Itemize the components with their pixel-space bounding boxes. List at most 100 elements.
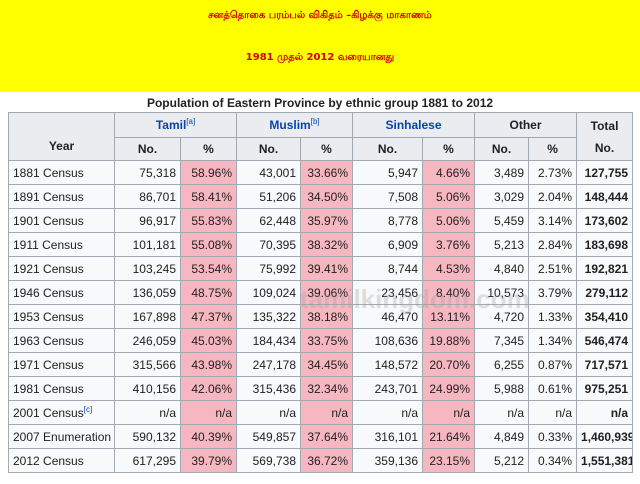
header-muslim[interactable]: Muslim[b]: [236, 112, 354, 138]
cell-sinhalese-pct: 13.11%: [422, 304, 476, 329]
cell-year-label: 1981 Census: [13, 381, 84, 396]
cell-other-no: 6,255: [474, 352, 530, 377]
cell-year-label: 1971 Census: [13, 357, 84, 372]
cell-tamil-pct: 45.03%: [179, 328, 238, 353]
cell-sinhalese-pct: 4.53%: [422, 256, 476, 281]
cell-year: 1901 Census: [8, 208, 115, 233]
cell-tamil-pct: 53.54%: [179, 256, 238, 281]
cell-sinhalese-no: 7,508: [352, 184, 424, 209]
cell-other-pct: 2.04%: [528, 184, 578, 209]
cell-other-no: 4,840: [474, 256, 530, 281]
cell-sinhalese-no: 5,947: [352, 160, 424, 185]
header-sinhalese[interactable]: Sinhalese: [352, 112, 476, 138]
cell-year: 1963 Census: [8, 328, 115, 353]
cell-tamil-no: 96,917: [114, 208, 181, 233]
header-row-groups: Year Tamil[a] Muslim[b] Sinhalese Other …: [8, 112, 634, 161]
cell-year: 2007 Enumeration: [8, 424, 115, 449]
footnote-c-link[interactable]: [c]: [83, 404, 93, 414]
cell-tamil-no: 103,245: [114, 256, 181, 281]
population-table: Year Tamil[a] Muslim[b] Sinhalese Other …: [8, 112, 634, 473]
cell-sinhalese-pct: 8.40%: [422, 280, 476, 305]
table-row: 1901 Census 96,917 55.83% 62,448 35.97% 8,778…: [8, 208, 634, 233]
cell-muslim-no: 70,395: [236, 232, 302, 257]
cell-muslim-pct: 33.66%: [300, 160, 354, 185]
cell-other-pct: 1.34%: [528, 328, 578, 353]
table-row: 2012 Census 617,295 39.79% 569,738 36.72% 359…: [8, 448, 634, 473]
cell-tamil-no: 590,132: [114, 424, 181, 449]
table-row: 1953 Census 167,898 47.37% 135,322 38.18% 46,…: [8, 304, 634, 329]
cell-year-label: 1901 Census: [13, 213, 84, 228]
header-sinhalese-no: No.: [352, 137, 424, 161]
cell-year: 2012 Census: [8, 448, 115, 473]
cell-sinhalese-no: 359,136: [352, 448, 424, 473]
cell-tamil-pct: 40.39%: [179, 424, 238, 449]
cell-year-label: 2012 Census: [13, 453, 84, 468]
cell-tamil-no: 86,701: [114, 184, 181, 209]
cell-tamil-no: 101,181: [114, 232, 181, 257]
cell-sinhalese-no: 148,572: [352, 352, 424, 377]
cell-sinhalese-no: 46,470: [352, 304, 424, 329]
cell-total: 546,474: [576, 328, 634, 353]
cell-muslim-pct: 33.75%: [300, 328, 354, 353]
cell-muslim-no: 184,434: [236, 328, 302, 353]
header-row-subcolumns: No. % No. % No. % No. %: [9, 137, 633, 161]
cell-sinhalese-no: n/a: [352, 400, 424, 425]
cell-other-pct: 0.34%: [528, 448, 578, 473]
header-total: Total No.: [576, 112, 634, 161]
cell-tamil-pct: n/a: [179, 400, 238, 425]
cell-sinhalese-no: 23,456: [352, 280, 424, 305]
cell-muslim-pct: 34.45%: [300, 352, 354, 377]
table-caption: Population of Eastern Province by ethnic…: [146, 96, 494, 110]
cell-total: 975,251: [576, 376, 634, 401]
cell-total: 717,571: [576, 352, 634, 377]
cell-tamil-no: n/a: [114, 400, 181, 425]
cell-other-no: 10,573: [474, 280, 530, 305]
footnote-a-link[interactable]: [a]: [186, 117, 196, 126]
cell-year: 1921 Census: [8, 256, 115, 281]
cell-tamil-pct: 42.06%: [179, 376, 238, 401]
cell-sinhalese-no: 316,101: [352, 424, 424, 449]
table-row: 1971 Census 315,566 43.98% 247,178 34.45% 148…: [8, 352, 634, 377]
cell-muslim-pct: 39.06%: [300, 280, 354, 305]
header-muslim-label[interactable]: Muslim: [269, 118, 311, 132]
cell-sinhalese-pct: 5.06%: [422, 208, 476, 233]
cell-muslim-pct: 32.34%: [300, 376, 354, 401]
cell-other-pct: 1.33%: [528, 304, 578, 329]
cell-year-label: 1921 Census: [13, 261, 84, 276]
cell-other-no: 5,459: [474, 208, 530, 233]
footnote-b-link[interactable]: [b]: [310, 117, 320, 126]
cell-other-pct: 2.51%: [528, 256, 578, 281]
cell-sinhalese-pct: 24.99%: [422, 376, 476, 401]
cell-sinhalese-no: 108,636: [352, 328, 424, 353]
cell-sinhalese-pct: 3.76%: [422, 232, 476, 257]
cell-total: 148,444: [576, 184, 634, 209]
cell-other-pct: n/a: [528, 400, 578, 425]
cell-sinhalese-pct: 5.06%: [422, 184, 476, 209]
header-total-line-2: No.: [594, 140, 615, 155]
cell-muslim-no: 62,448: [236, 208, 302, 233]
header-tamil[interactable]: Tamil[a]: [113, 112, 238, 138]
cell-total: 183,698: [576, 232, 634, 257]
cell-other-pct: 2.84%: [528, 232, 578, 257]
cell-total: 354,410: [576, 304, 634, 329]
cell-tamil-no: 167,898: [114, 304, 181, 329]
cell-tamil-no: 136,059: [114, 280, 181, 305]
cell-year: 1911 Census: [8, 232, 115, 257]
cell-year-label: 2001 Census: [13, 405, 84, 420]
cell-sinhalese-pct: 20.70%: [422, 352, 476, 377]
cell-tamil-pct: 58.96%: [179, 160, 238, 185]
table-row: 1963 Census 246,059 45.03% 184,434 33.75% 108…: [8, 328, 634, 353]
cell-tamil-no: 315,566: [114, 352, 181, 377]
cell-year: 1953 Census: [8, 304, 115, 329]
cell-other-no: 5,213: [474, 232, 530, 257]
cell-sinhalese-pct: 19.88%: [422, 328, 476, 353]
cell-tamil-no: 410,156: [114, 376, 181, 401]
header-tamil-label[interactable]: Tamil: [155, 118, 187, 132]
cell-tamil-pct: 43.98%: [179, 352, 238, 377]
table-row: 2001 Census[c] n/a n/a n/a n/a n/a n/a n/a n/a n/…: [8, 400, 634, 425]
cell-tamil-pct: 55.08%: [179, 232, 238, 257]
cell-total: 1,460,939: [576, 424, 634, 449]
cell-year-label: 1911 Census: [13, 237, 83, 252]
cell-sinhalese-no: 243,701: [352, 376, 424, 401]
header-tamil-no: No.: [114, 137, 181, 161]
